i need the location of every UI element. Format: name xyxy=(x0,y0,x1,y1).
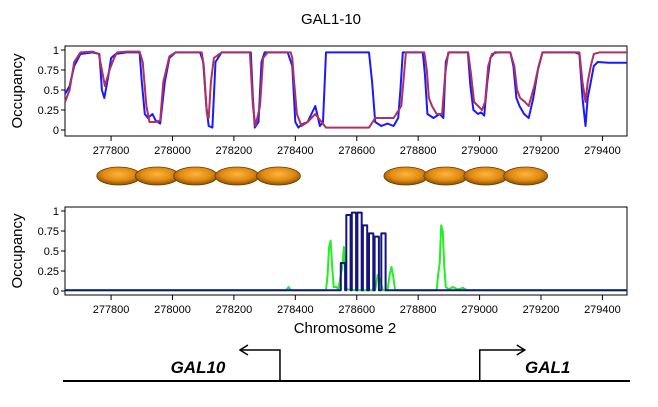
bottom-x-ticks: 277800 278000 278200 278400 278600 278800 2790… xyxy=(93,295,621,316)
top-xtick-label: 277800 xyxy=(93,145,130,157)
bottom-series-lines xyxy=(65,211,627,292)
bottom-y-axis-label: Occupancy xyxy=(9,213,26,289)
top-xtick-label: 278600 xyxy=(338,145,375,157)
nucleosome xyxy=(383,166,429,186)
bottom-xtick-label: 279400 xyxy=(584,304,621,316)
bottom-y-ticks: 0 0.25 0.5 0.75 1 xyxy=(38,206,65,298)
gene-label-gal1: GAL1 xyxy=(525,358,570,377)
top-y-ticks: 0 0.25 0.5 0.75 1 xyxy=(38,45,65,137)
gal1-arrowhead xyxy=(516,344,527,356)
nucleosome xyxy=(503,166,549,186)
top-xtick-label: 279400 xyxy=(584,145,621,157)
gal10-arrowhead xyxy=(238,344,249,356)
nucleosome xyxy=(173,166,218,186)
top-series-blue xyxy=(64,51,627,129)
bottom-ytick-label: 0.25 xyxy=(38,266,59,278)
nucleosome xyxy=(256,166,301,186)
gal1-promoter-arrow xyxy=(478,349,525,381)
top-ytick-label: 1 xyxy=(53,45,59,57)
bottom-xtick-label: 277800 xyxy=(93,304,130,316)
top-occupancy-chart: GAL1-10 Occupancy 00.250.50.751 277800 27… xyxy=(9,11,628,157)
nucleosome xyxy=(214,166,260,186)
bottom-xtick-label: 278400 xyxy=(277,304,314,316)
bottom-ytick-label: 1 xyxy=(53,206,59,218)
top-series-lines xyxy=(64,50,627,129)
nucleosome xyxy=(463,166,509,186)
top-ytick-label: 0.75 xyxy=(38,65,59,77)
top-xtick-label: 278200 xyxy=(216,145,253,157)
top-xtick-label: 278800 xyxy=(400,145,437,157)
top-xtick-label: 279200 xyxy=(523,145,560,157)
x-axis-label: Chromosome 2 xyxy=(294,320,397,337)
nucleosome xyxy=(96,166,142,186)
bottom-ytick-label: 0 xyxy=(53,286,59,298)
bottom-xtick-label: 279200 xyxy=(523,304,560,316)
nucleosome xyxy=(423,166,469,186)
top-x-ticks: 277800 278000 278200 278400 278600 278800 2790… xyxy=(93,136,621,157)
bottom-ytick-label: 0.5 xyxy=(44,246,59,258)
bottom-xtick-label: 278800 xyxy=(400,304,437,316)
top-ytick-label: 0 xyxy=(53,125,59,137)
top-ytick-label: 0.25 xyxy=(38,105,59,117)
bottom-occupancy-chart: Occupancy 0 0.25 0.5 0.75 1 277800 278000 2782… xyxy=(9,206,628,337)
gal10-promoter-arrow xyxy=(239,349,281,381)
top-y-axis-label: Occupancy xyxy=(9,53,26,129)
top-ytick-label: 0.5 xyxy=(44,85,59,97)
bottom-series-navy xyxy=(65,211,627,292)
top-xtick-label: 278000 xyxy=(154,145,191,157)
nucleosome-row xyxy=(96,166,549,186)
gene-diagram: GAL10 GAL1 xyxy=(63,344,630,382)
bottom-xtick-label: 278600 xyxy=(338,304,375,316)
bottom-xtick-label: 279000 xyxy=(461,304,498,316)
gene-label-gal10: GAL10 xyxy=(171,358,226,377)
top-series-red xyxy=(64,50,627,129)
top-xtick-label: 279000 xyxy=(461,145,498,157)
chart-title: GAL1-10 xyxy=(301,11,361,28)
top-plot-frame xyxy=(64,45,628,137)
bottom-xtick-label: 278000 xyxy=(154,304,191,316)
bottom-ytick-label: 0.75 xyxy=(38,226,59,238)
bottom-xtick-label: 278200 xyxy=(216,304,253,316)
nucleosome xyxy=(134,166,180,186)
top-xtick-label: 278400 xyxy=(277,145,314,157)
